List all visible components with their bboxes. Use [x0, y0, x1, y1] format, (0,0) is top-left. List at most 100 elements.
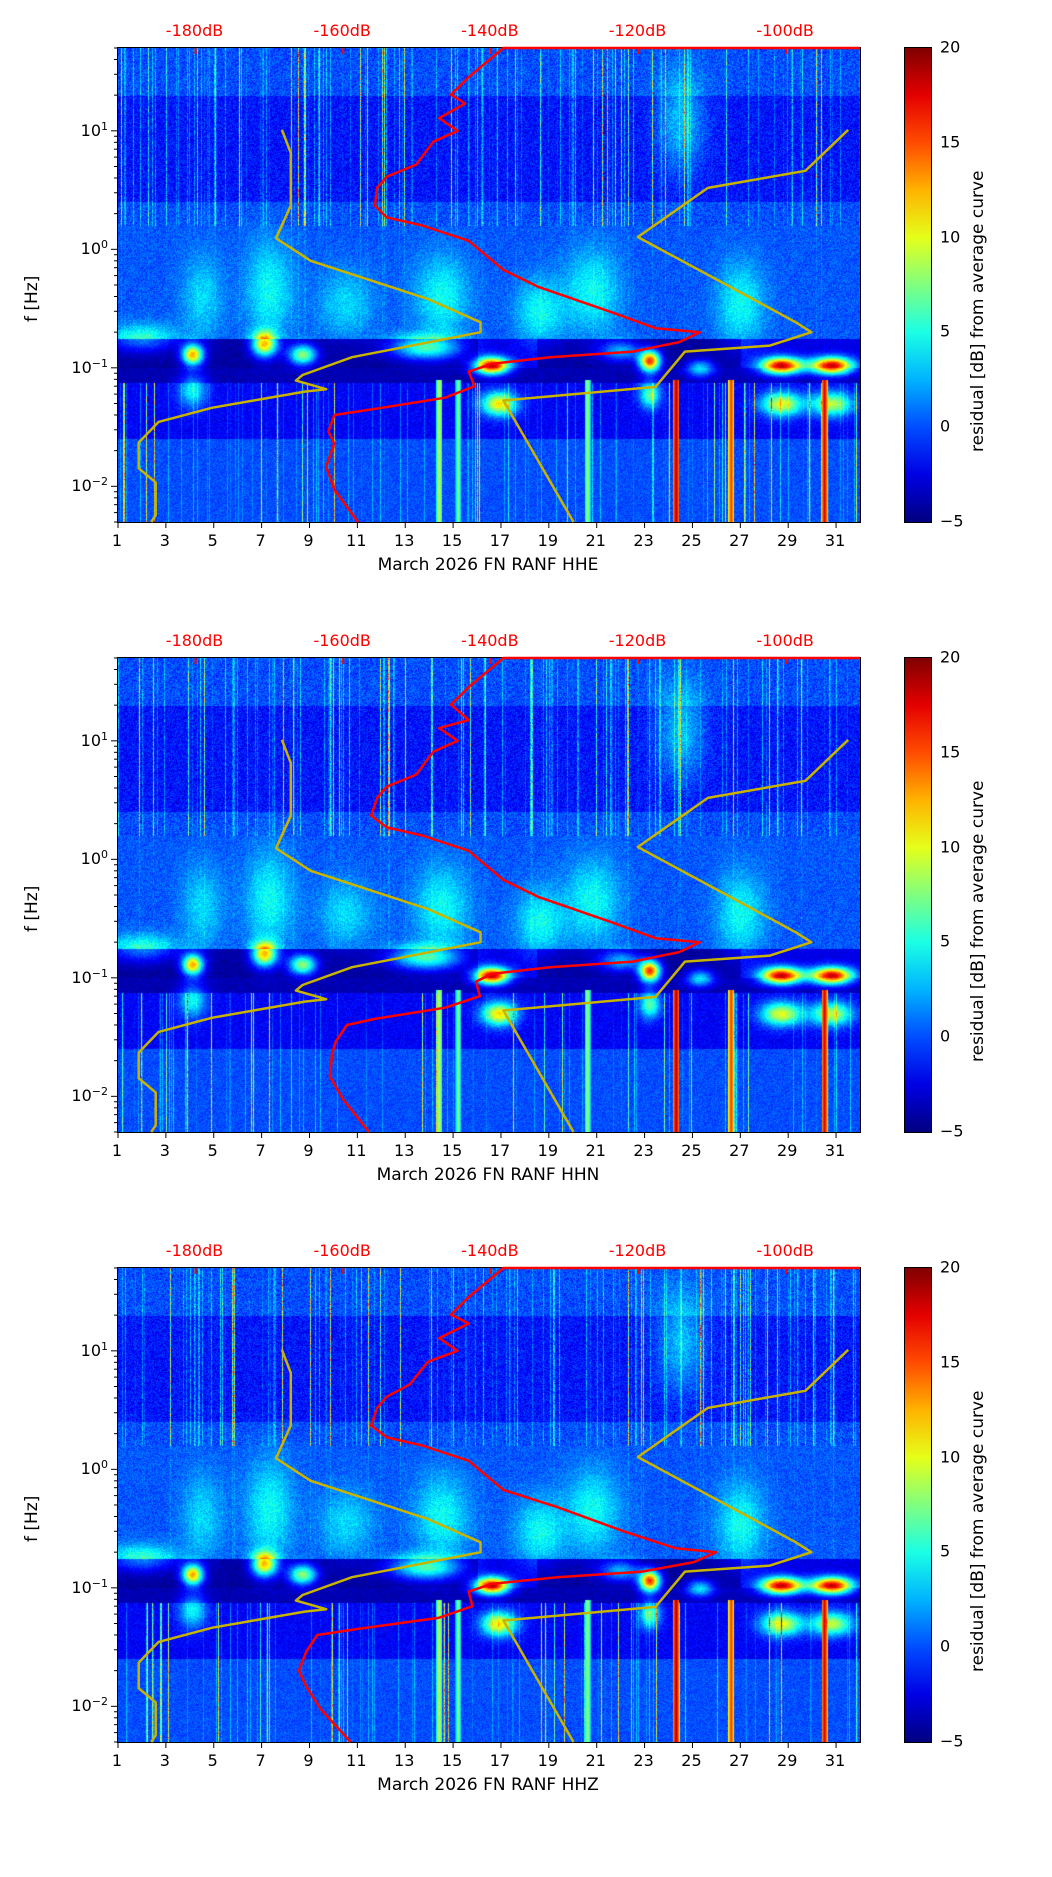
average-psd-curve — [297, 1266, 860, 1743]
average-psd-curve — [324, 46, 860, 523]
top-axis-tick-label: -120dB — [608, 631, 667, 650]
colorbar-tick-label: −5 — [940, 1121, 964, 1141]
y-tick-base: 10 — [71, 967, 92, 987]
x-tick-label: 15 — [441, 531, 463, 550]
colorbar-tick-label: 15 — [940, 742, 961, 762]
colorbar-tick-label: 20 — [940, 37, 961, 57]
x-axis-label: March 2026 FN RANF HHE — [377, 555, 599, 575]
spectrogram-panel-hhe: -180dB -160dB -140dB -120dB -100dB 1 3 5 7 9 11 13 1… — [0, 21, 1052, 657]
colorbar-tick-label: 20 — [940, 647, 961, 667]
colorbar — [904, 1267, 932, 1743]
top-axis-tick-label: -140dB — [461, 1241, 519, 1260]
y-tick-label: 100 — [48, 848, 108, 868]
colorbar-label: residual [dB] from average curve — [968, 170, 988, 452]
y-tick-base: 10 — [80, 239, 101, 259]
y-tick-label: 100 — [48, 1458, 108, 1478]
y-tick-label: 10−1 — [48, 357, 108, 377]
colorbar-tick-label: 10 — [940, 837, 961, 857]
x-tick-label: 27 — [729, 1751, 750, 1770]
top-axis-tick-label: -140dB — [461, 631, 519, 650]
average-psd-curve — [328, 656, 860, 1133]
x-tick-label: 19 — [537, 1141, 559, 1160]
top-axis-tick-label: -140dB — [461, 21, 519, 40]
top-axis-tick-label: -100dB — [756, 21, 814, 40]
colorbar-tick-label: 10 — [940, 1447, 961, 1467]
y-tick-label: 100 — [48, 238, 108, 258]
x-tick-label: 31 — [824, 1141, 846, 1160]
x-tick-label: 25 — [681, 1751, 702, 1770]
y-tick-exponent: −2 — [91, 1695, 108, 1709]
x-tick-label: 7 — [255, 1751, 266, 1770]
x-tick-label: 13 — [394, 1751, 415, 1770]
x-tick-label: 3 — [159, 531, 170, 550]
top-axis-tick-label: -120dB — [608, 21, 667, 40]
low-noise-model-curve — [137, 129, 482, 523]
x-tick-label: 23 — [633, 1141, 654, 1160]
x-axis-label: March 2026 FN RANF HHN — [376, 1165, 600, 1185]
colorbar-tick-label: 5 — [940, 1541, 951, 1561]
low-noise-model-curve — [137, 739, 482, 1133]
x-tick-label: 1 — [111, 531, 123, 550]
x-tick-label: 7 — [255, 1141, 266, 1160]
y-tick-label: 10−2 — [48, 475, 108, 495]
colorbar-tick-label: 0 — [940, 1026, 951, 1046]
x-tick-label: 27 — [729, 1141, 750, 1160]
y-tick-label: 10−1 — [48, 967, 108, 987]
spectrogram-heatmap — [118, 658, 860, 1132]
y-tick-label: 10−1 — [48, 1577, 108, 1597]
top-axis-tick-label: -180dB — [165, 1241, 224, 1260]
plot-area — [111, 46, 861, 528]
colorbar-label: residual [dB] from average curve — [968, 1390, 988, 1672]
x-tick-label: 11 — [346, 531, 367, 550]
y-tick-label: 101 — [48, 1340, 108, 1360]
colorbar-tick-label: 20 — [940, 1257, 961, 1277]
y-tick-base: 10 — [80, 1340, 101, 1360]
spectrogram-heatmap — [118, 1268, 860, 1742]
x-tick-label: 27 — [729, 531, 750, 550]
x-tick-label: 21 — [585, 1141, 606, 1160]
x-tick-label: 9 — [303, 1751, 314, 1770]
x-tick-label: 25 — [681, 531, 702, 550]
y-tick-exponent: −1 — [91, 356, 108, 370]
colorbar — [904, 657, 932, 1133]
top-axis-tick-label: -160dB — [313, 631, 371, 650]
colorbar-tick-label: 5 — [940, 321, 951, 341]
colorbar-tick-label: 5 — [940, 931, 951, 951]
x-tick-label: 29 — [777, 1751, 798, 1770]
x-tick-label: 5 — [207, 1751, 218, 1770]
x-tick-label: 23 — [633, 1751, 654, 1770]
y-tick-label: 101 — [48, 120, 108, 140]
top-axis-tick-label: -160dB — [313, 21, 371, 40]
x-tick-label: 11 — [346, 1141, 367, 1160]
x-tick-label: 23 — [633, 531, 654, 550]
top-axis-tick-label: -160dB — [313, 1241, 371, 1260]
y-tick-base: 10 — [80, 849, 101, 869]
top-axis-tick-label: -100dB — [756, 1241, 814, 1260]
top-axis-tick-label: -120dB — [608, 1241, 667, 1260]
x-tick-label: 17 — [489, 531, 511, 550]
y-tick-exponent: 0 — [101, 1458, 108, 1472]
y-tick-base: 10 — [71, 476, 92, 496]
x-tick-label: 7 — [255, 531, 266, 550]
y-axis-label: f [Hz] — [22, 885, 42, 932]
x-tick-label: 11 — [346, 1751, 367, 1770]
x-tick-label: 21 — [585, 531, 606, 550]
colorbar-tick-label: 15 — [940, 1352, 961, 1372]
y-tick-label: 10−2 — [48, 1085, 108, 1105]
x-tick-label: 19 — [537, 531, 559, 550]
colorbar-tick-label: 10 — [940, 227, 961, 247]
low-noise-model-curve — [137, 1349, 482, 1743]
x-tick-label: 25 — [681, 1141, 702, 1160]
high-noise-model-curve — [502, 128, 850, 523]
y-tick-label: 10−2 — [48, 1695, 108, 1715]
x-tick-label: 1 — [111, 1141, 123, 1160]
y-tick-exponent: 0 — [101, 238, 108, 252]
spectrogram-heatmap — [118, 48, 860, 522]
y-tick-exponent: −2 — [91, 475, 108, 489]
plot-area — [111, 1266, 861, 1748]
y-tick-base: 10 — [71, 1577, 92, 1597]
curve-overlay — [111, 46, 860, 528]
x-tick-label: 3 — [159, 1141, 170, 1160]
x-tick-label: 5 — [207, 531, 218, 550]
curve-overlay — [111, 1266, 860, 1748]
